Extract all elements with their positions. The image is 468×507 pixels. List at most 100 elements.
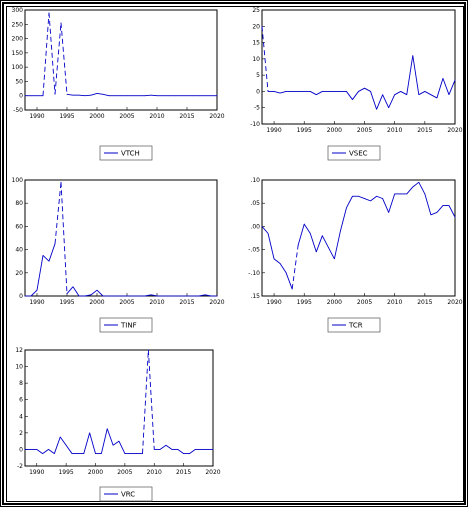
y-tick-label: 12 [15, 347, 23, 354]
series-segment [382, 198, 390, 213]
data-point [394, 94, 396, 96]
series-segment [339, 207, 347, 232]
series-segment [60, 182, 68, 294]
data-point [150, 94, 152, 96]
data-point [54, 243, 56, 245]
data-point [406, 94, 408, 96]
series-segment [370, 195, 377, 202]
chart-2: 0 20 40 60 80 100 1990 1995 2000 2005 2010 2015 2020… [12, 177, 225, 333]
series-segment [279, 263, 287, 274]
data-point [200, 449, 202, 450]
series-segment [400, 91, 407, 96]
series-segment [72, 286, 80, 297]
data-point [285, 272, 287, 274]
x-tick-label: 2005 [357, 127, 372, 134]
x-tick-label: 1995 [59, 299, 74, 306]
series-segment [315, 235, 323, 253]
chart-3: .15 -.10 -.05 .00 .05 .10 1990 1995 2000 2005 2010… [248, 177, 463, 333]
data-point [261, 226, 263, 227]
data-point [192, 295, 194, 297]
data-point [424, 91, 426, 92]
data-point [42, 453, 44, 454]
y-tick-label: 15 [252, 40, 260, 47]
data-point [267, 232, 269, 234]
series-segment [159, 444, 167, 450]
data-point [454, 79, 456, 81]
data-point [147, 349, 149, 351]
data-point [273, 258, 275, 260]
data-point [315, 94, 317, 96]
data-point [108, 95, 110, 97]
series-segment [424, 91, 432, 96]
series-segment [352, 91, 359, 100]
x-tick-label: 1995 [297, 127, 312, 134]
data-point [114, 95, 116, 97]
data-point [442, 78, 444, 79]
data-point [77, 453, 79, 454]
series-segment [150, 94, 158, 97]
x-tick-label: 2010 [149, 113, 164, 120]
x-tick-label: 2020 [209, 113, 224, 120]
series-segment [89, 432, 96, 454]
data-point [156, 95, 158, 97]
data-point [42, 95, 44, 97]
data-point [448, 94, 450, 96]
y-tick-label: 80 [15, 200, 23, 207]
series-segment [66, 286, 74, 294]
y-tick-label: 60 [15, 223, 23, 230]
legend-label: VSEC [349, 150, 368, 158]
data-point [412, 55, 414, 56]
inner-frame [6, 6, 464, 502]
data-point [65, 444, 67, 446]
series-segment [406, 186, 414, 195]
series-segment [273, 258, 281, 264]
y-tick-label: 20 [252, 23, 260, 30]
data-point [174, 295, 176, 297]
series-VTCH [24, 12, 218, 97]
data-point [206, 449, 208, 450]
series-segment [394, 91, 401, 96]
x-tick-label: 2010 [387, 299, 402, 306]
series-segment [48, 243, 56, 262]
data-point [124, 453, 126, 454]
data-point [171, 449, 173, 450]
series-segment [424, 193, 432, 215]
data-point [261, 25, 263, 27]
x-tick-label: 2005 [117, 469, 132, 476]
data-point [138, 95, 140, 97]
data-point [114, 295, 116, 297]
legend-label: TCR [348, 322, 363, 330]
y-tick-label: 150 [12, 50, 24, 57]
data-point [36, 289, 38, 291]
x-tick-label: 2010 [147, 469, 162, 476]
data-point [210, 295, 212, 297]
data-point [48, 12, 50, 14]
data-point [30, 449, 32, 450]
data-point [424, 193, 426, 195]
series-segment [102, 93, 110, 97]
data-point [162, 295, 164, 297]
y-tick-label: -50 [13, 107, 23, 114]
x-tick-label: 2005 [357, 299, 372, 306]
data-point [48, 260, 50, 262]
series-segment [412, 55, 420, 95]
data-point [370, 91, 371, 92]
series-segment [112, 440, 120, 446]
x-tick-label: 2000 [327, 299, 342, 306]
data-point [436, 97, 438, 99]
series-segment [66, 93, 74, 96]
data-point [120, 295, 122, 297]
series-segment [96, 289, 104, 297]
series-segment [418, 91, 426, 96]
legend-box [99, 317, 153, 333]
data-point [142, 453, 143, 454]
data-point [144, 295, 146, 297]
data-point [165, 444, 167, 446]
y-tick-label: .15 [250, 293, 260, 300]
series-segment [84, 294, 92, 297]
data-point [400, 193, 402, 195]
data-point [53, 453, 55, 454]
data-point [36, 95, 38, 97]
